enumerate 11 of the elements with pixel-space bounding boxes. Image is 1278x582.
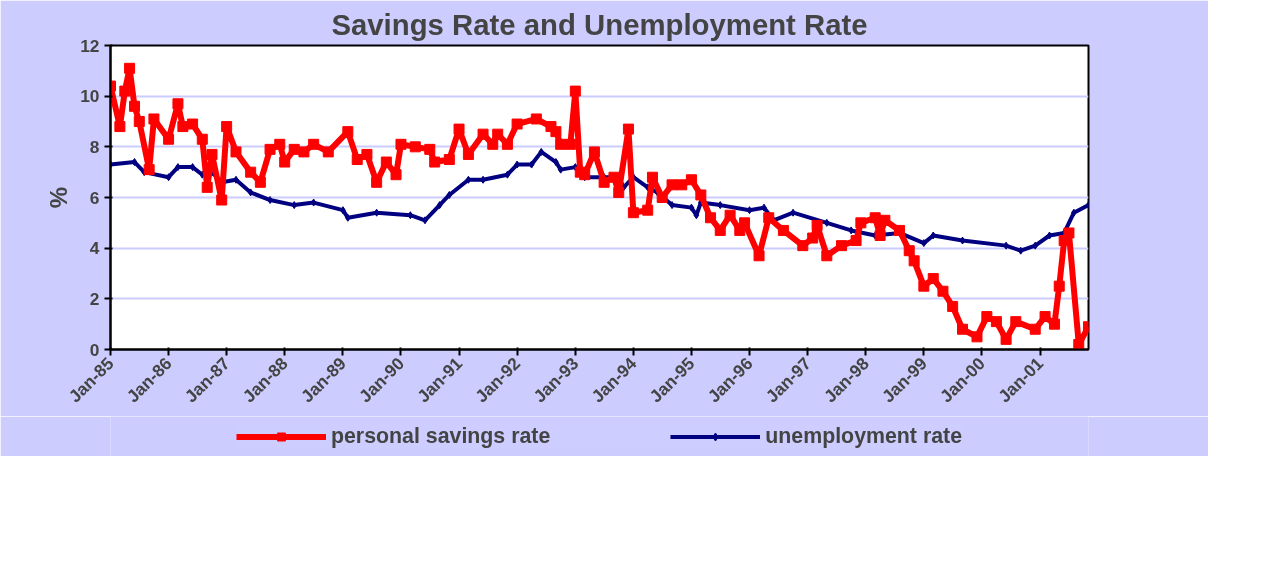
y-axis-title: % bbox=[45, 186, 73, 209]
legend-label: personal savings rate bbox=[330, 423, 551, 449]
y-tick-label: 12 bbox=[80, 35, 100, 56]
chart-title: Savings Rate and Unemployment Rate bbox=[331, 7, 868, 41]
y-tick-label: 8 bbox=[89, 136, 100, 157]
y-tick-label: 4 bbox=[89, 238, 100, 259]
y-tick-label: 10 bbox=[80, 86, 100, 107]
y-tick-label: 0 bbox=[89, 339, 100, 360]
y-tick-label: 2 bbox=[89, 288, 100, 309]
y-tick-label: 6 bbox=[89, 187, 100, 208]
legend-label: unemployment rate bbox=[765, 423, 963, 449]
